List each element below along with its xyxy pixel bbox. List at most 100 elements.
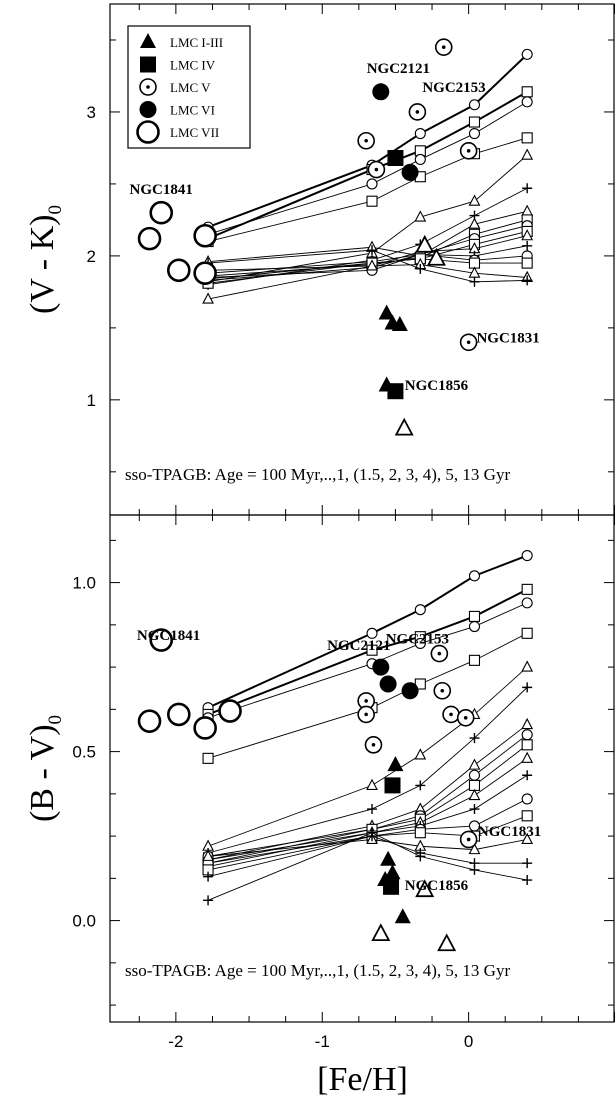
legend-marker-lmc-iv xyxy=(140,56,156,73)
track-point xyxy=(521,832,534,845)
track-point xyxy=(366,178,378,190)
track-point xyxy=(522,240,533,251)
track-point xyxy=(367,827,378,838)
cluster-point-lmc-i-iii xyxy=(437,933,457,952)
cluster-point-lmc-v-dot xyxy=(466,149,471,153)
cluster-point-lmc-i-iii xyxy=(387,756,404,772)
cluster-point-lmc-vii xyxy=(193,223,217,248)
cluster-point-lmc-vii xyxy=(149,200,174,225)
cluster-point-lmc-vi xyxy=(372,658,390,676)
y-axis-title-main: (B - V) xyxy=(24,724,61,822)
track-point xyxy=(522,875,533,886)
track-point xyxy=(414,827,426,839)
track-point xyxy=(414,153,426,166)
track-point xyxy=(522,858,533,869)
cluster-point-lmc-vi xyxy=(401,682,419,700)
track-point xyxy=(521,583,533,595)
track-point xyxy=(521,257,533,269)
cluster-point-lmc-v-dot xyxy=(437,651,442,656)
track-point xyxy=(414,210,427,222)
x-tick-label: 0 xyxy=(464,1032,473,1051)
cluster-point-lmc-i-iii xyxy=(391,315,408,331)
track-point xyxy=(414,637,426,649)
track-point xyxy=(521,148,534,160)
track-point xyxy=(522,183,533,194)
track-point xyxy=(521,132,533,144)
legend-label: LMC IV xyxy=(170,58,216,73)
observed-clusters xyxy=(137,38,478,436)
cluster-point-lmc-v-dot xyxy=(364,138,368,143)
track-point xyxy=(415,263,426,274)
observed-clusters xyxy=(137,628,478,952)
track-point xyxy=(469,276,480,287)
track-point xyxy=(521,751,534,763)
cluster-label: NGC1841 xyxy=(137,628,200,644)
track-point xyxy=(521,729,533,741)
track-point xyxy=(468,116,481,128)
cluster-point-lmc-vii xyxy=(137,709,162,733)
legend-label: LMC VI xyxy=(170,103,215,118)
track-point xyxy=(366,627,378,639)
track-point xyxy=(468,217,481,229)
panel-top: 1 2 3 NGC1841 NGC2121 NGC2153 NGC1831 NGC1856 ss… xyxy=(24,3,615,516)
track-point xyxy=(414,604,426,616)
track-point xyxy=(203,895,214,906)
cluster-label: NGC1831 xyxy=(476,330,539,346)
cluster-label: NGC1856 xyxy=(405,878,469,894)
y-tick-label: 1.0 xyxy=(72,574,96,593)
cluster-label: NGC2153 xyxy=(386,631,449,647)
cluster-point-lmc-vi xyxy=(379,675,397,693)
cluster-point-lmc-i-iii xyxy=(371,923,391,942)
track-point xyxy=(367,245,378,256)
track-point xyxy=(366,644,378,656)
cluster-point-lmc-i-iii xyxy=(384,864,401,880)
cluster-point-lmc-vii xyxy=(193,261,217,285)
y-tick-label: 1 xyxy=(87,391,96,410)
cluster-point-lmc-i-iii xyxy=(415,879,435,898)
track-point xyxy=(468,842,481,855)
track-point xyxy=(469,864,480,875)
legend-marker-lmc-vii xyxy=(136,120,160,144)
y-tick-label: 0.5 xyxy=(72,743,96,762)
y-tick-label: 0.0 xyxy=(72,912,96,931)
track-point xyxy=(469,804,480,815)
y-axis-title-subscript: 0 xyxy=(45,205,66,215)
track-point xyxy=(521,717,534,730)
x-tick-label: -2 xyxy=(168,1032,183,1051)
cluster-point-lmc-vii xyxy=(218,699,242,723)
x-tick-label: -1 xyxy=(315,1032,330,1051)
cluster-point-lmc-i-iii xyxy=(394,908,411,924)
cluster-point-lmc-i-iii xyxy=(394,417,414,436)
track-point xyxy=(415,851,426,862)
track-point xyxy=(521,739,533,751)
cluster-point-lmc-v-dot xyxy=(371,743,376,747)
legend-label: LMC VII xyxy=(170,125,219,140)
track-point xyxy=(468,570,481,582)
isochrone-annotation: sso-TPAGB: Age = 100 Myr,..,1, (1.5, 2, … xyxy=(125,961,510,980)
cluster-point-lmc-v-dot xyxy=(364,712,368,717)
cluster-point-lmc-vii xyxy=(166,258,191,283)
cluster-label: NGC2153 xyxy=(422,80,485,96)
cluster-label: NGC2121 xyxy=(327,638,390,654)
track-point xyxy=(202,849,214,861)
track-point xyxy=(522,275,533,286)
cluster-point-lmc-i-iii xyxy=(415,234,435,253)
cluster-point-lmc-iv xyxy=(387,150,404,167)
cluster-point-lmc-i-iii xyxy=(426,247,446,266)
model-tracks xyxy=(202,550,534,906)
cluster-label: NGC2121 xyxy=(367,61,430,77)
legend-marker-lmc-v-dot xyxy=(146,85,150,89)
cluster-label: NGC1841 xyxy=(130,182,193,198)
track-point xyxy=(414,127,426,140)
track-point xyxy=(522,682,533,693)
cluster-point-lmc-iv xyxy=(383,878,400,895)
track-point xyxy=(366,195,378,207)
cluster-point-lmc-vi xyxy=(372,83,390,101)
cluster-point-lmc-v-dot xyxy=(415,110,420,114)
track-point xyxy=(468,99,481,111)
cluster-point-lmc-vii xyxy=(149,628,174,652)
track-point xyxy=(521,229,534,241)
